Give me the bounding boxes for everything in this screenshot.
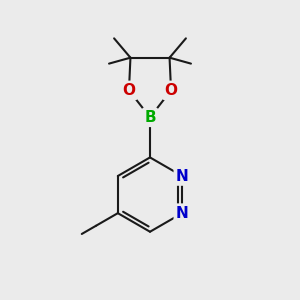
Text: O: O (122, 83, 136, 98)
Text: O: O (164, 83, 178, 98)
Text: B: B (144, 110, 156, 125)
Text: N: N (176, 206, 189, 221)
Text: N: N (176, 169, 189, 184)
